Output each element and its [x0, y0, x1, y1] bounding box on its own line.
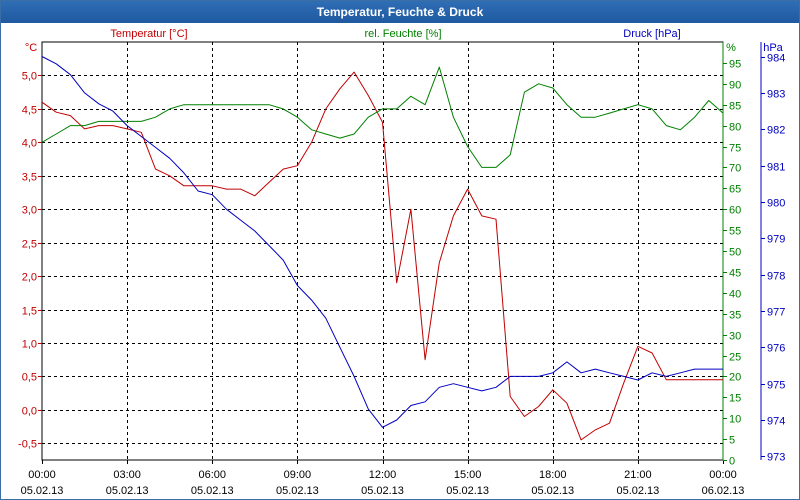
pressure-tick-label: 984: [767, 53, 785, 65]
x-tick-time: 06:00: [198, 469, 226, 481]
x-tick-date: 05.02.13: [106, 485, 149, 497]
temperature-tick-label: -0,5: [18, 439, 37, 451]
temperature-tick-label: 2,0: [22, 272, 37, 284]
temperature-tick-label: 1,0: [22, 339, 37, 351]
pressure-unit-label: hPa: [763, 42, 783, 54]
humidity-tick-label: 15: [729, 393, 741, 405]
pressure-tick-label: 978: [767, 271, 785, 283]
x-tick-time: 12:00: [369, 469, 397, 481]
pressure-tick-label: 983: [767, 89, 785, 101]
temperature-tick-label: 0,5: [22, 372, 37, 384]
humidity-tick-label: 55: [729, 226, 741, 238]
humidity-tick-label: 75: [729, 143, 741, 155]
temperature-tick-label: 0,0: [22, 406, 37, 418]
humidity-tick-label: 10: [729, 414, 741, 426]
chart-plot: Temperatur [°C] rel. Feuchte [%] Druck […: [18, 28, 785, 497]
pressure-tick-label: 974: [767, 416, 785, 428]
x-tick-date: 05.02.13: [531, 485, 574, 497]
x-tick-date: 05.02.13: [191, 485, 234, 497]
pressure-tick-label: 980: [767, 198, 785, 210]
pressure-tick-label: 973: [767, 452, 785, 464]
pressure-series-line: [41, 56, 723, 428]
humidity-series-line: [41, 66, 724, 168]
x-tick-time: 00:00: [28, 469, 56, 481]
x-tick-date: 05.02.13: [276, 485, 319, 497]
humidity-tick-label: 40: [729, 289, 741, 301]
temperature-unit-label: °C: [25, 42, 37, 54]
temperature-tick-label: 3,0: [22, 205, 37, 217]
grid: [41, 41, 724, 461]
humidity-tick-label: 25: [729, 352, 741, 364]
window-title: Temperatur, Feuchte & Druck: [1, 1, 799, 23]
pressure-tick-label: 977: [767, 307, 785, 319]
pressure-tick-label: 982: [767, 125, 785, 137]
humidity-tick-label: 45: [729, 268, 741, 280]
series: [41, 56, 724, 441]
humidity-tick-label: 60: [729, 205, 741, 217]
temperature-tick-label: 1,5: [22, 306, 37, 318]
temperature-tick-label: 4,0: [22, 138, 37, 150]
humidity-tick-label: 85: [729, 101, 741, 113]
pressure-tick-label: 976: [767, 343, 785, 355]
axes: Temperatur [°C] rel. Feuchte [%] Druck […: [18, 28, 785, 497]
humidity-tick-label: 5: [729, 435, 735, 447]
temperature-tick-label: 4,5: [22, 105, 37, 117]
humidity-tick-label: 0: [729, 456, 735, 468]
pressure-tick-label: 975: [767, 380, 785, 392]
x-tick-time: 18:00: [539, 469, 567, 481]
temperature-tick-label: 5,0: [22, 71, 37, 83]
x-tick-date: 05.02.13: [361, 485, 404, 497]
x-tick-date: 05.02.13: [446, 485, 489, 497]
humidity-tick-label: 95: [729, 59, 741, 71]
humidity-tick-label: 65: [729, 184, 741, 196]
humidity-tick-label: 35: [729, 310, 741, 322]
humidity-tick-label: 20: [729, 372, 741, 384]
temperature-tick-label: 2,5: [22, 239, 37, 251]
x-tick-date: 05.02.13: [616, 485, 659, 497]
humidity-axis-label: rel. Feuchte [%]: [364, 28, 441, 40]
x-tick-date: 06.02.13: [702, 485, 745, 497]
pressure-tick-label: 981: [767, 162, 785, 174]
x-tick-time: 00:00: [709, 469, 737, 481]
x-tick-time: 03:00: [113, 469, 141, 481]
humidity-unit-label: %: [726, 42, 736, 54]
temperature-tick-label: 3,5: [22, 172, 37, 184]
x-tick-time: 15:00: [454, 469, 482, 481]
temperature-axis-label: Temperatur [°C]: [110, 28, 187, 40]
x-tick-time: 09:00: [284, 469, 312, 481]
humidity-tick-label: 80: [729, 122, 741, 134]
temperature-series-line: [41, 71, 723, 441]
plot-frame: [41, 41, 724, 461]
x-tick-date: 05.02.13: [21, 485, 64, 497]
humidity-tick-label: 90: [729, 80, 741, 92]
humidity-tick-label: 30: [729, 331, 741, 343]
x-tick-time: 21:00: [624, 469, 652, 481]
pressure-tick-label: 979: [767, 234, 785, 246]
pressure-axis-label: Druck [hPa]: [623, 28, 680, 40]
humidity-tick-label: 70: [729, 163, 741, 175]
humidity-tick-label: 50: [729, 247, 741, 259]
